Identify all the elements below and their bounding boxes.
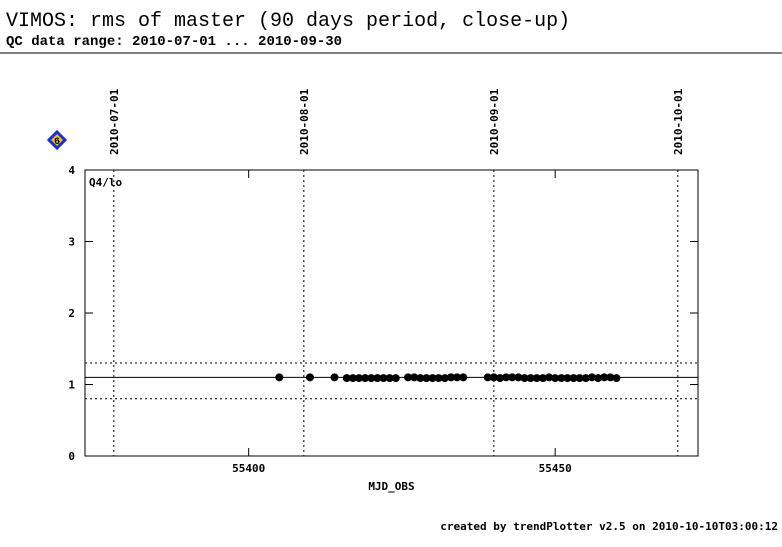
point <box>305 373 314 382</box>
point <box>361 374 370 383</box>
point <box>355 374 364 383</box>
date-label: 2010-07-01 <box>108 88 121 155</box>
point <box>489 373 498 382</box>
point <box>538 374 547 383</box>
y-tick-label: 0 <box>68 450 75 463</box>
badge-text: 6 <box>54 137 60 148</box>
point <box>404 373 413 382</box>
date-label: 2010-10-01 <box>672 88 685 155</box>
panel-label: Q4/lo <box>89 176 122 189</box>
point <box>545 373 554 382</box>
point <box>496 374 505 383</box>
point <box>508 373 517 382</box>
x-tick-label: 55450 <box>539 462 572 475</box>
point <box>330 373 339 382</box>
point <box>440 374 449 383</box>
point <box>551 374 560 383</box>
point <box>514 373 523 382</box>
point <box>569 374 578 383</box>
point <box>502 373 511 382</box>
point <box>594 374 603 383</box>
y-tick-label: 3 <box>68 236 75 249</box>
point <box>587 373 596 382</box>
point <box>428 374 437 383</box>
page-title: VIMOS: rms of master (90 days period, cl… <box>6 10 570 33</box>
point <box>483 373 492 382</box>
x-tick-label: 55400 <box>232 462 265 475</box>
point <box>275 373 284 382</box>
y-tick-label: 2 <box>68 307 75 320</box>
point <box>575 374 584 383</box>
point <box>600 373 609 382</box>
point <box>342 374 351 383</box>
point <box>367 374 376 383</box>
point <box>416 374 425 383</box>
point <box>410 373 419 382</box>
point <box>581 374 590 383</box>
y-tick-label: 4 <box>68 164 75 177</box>
point <box>373 374 382 383</box>
point <box>453 373 462 382</box>
point <box>526 374 535 383</box>
footer: created by trendPlotter v2.5 on 2010-10-… <box>440 520 778 533</box>
x-axis-label: MJD_OBS <box>368 480 414 493</box>
point <box>520 374 529 383</box>
point <box>348 374 357 383</box>
point <box>532 374 541 383</box>
point <box>446 373 455 382</box>
point <box>606 373 615 382</box>
date-label: 2010-08-01 <box>298 88 311 155</box>
point <box>459 373 468 382</box>
point <box>391 374 400 383</box>
point <box>434 374 443 383</box>
plot-frame <box>84 169 699 457</box>
point <box>612 374 621 383</box>
badge-icon <box>46 129 68 151</box>
page-subtitle: QC data range: 2010-07-01 ... 2010-09-30 <box>6 34 342 50</box>
point <box>557 374 566 383</box>
date-label: 2010-09-01 <box>488 88 501 155</box>
y-tick-label: 1 <box>68 379 75 392</box>
point <box>385 374 394 383</box>
point <box>422 374 431 383</box>
point <box>563 374 572 383</box>
point <box>379 374 388 383</box>
